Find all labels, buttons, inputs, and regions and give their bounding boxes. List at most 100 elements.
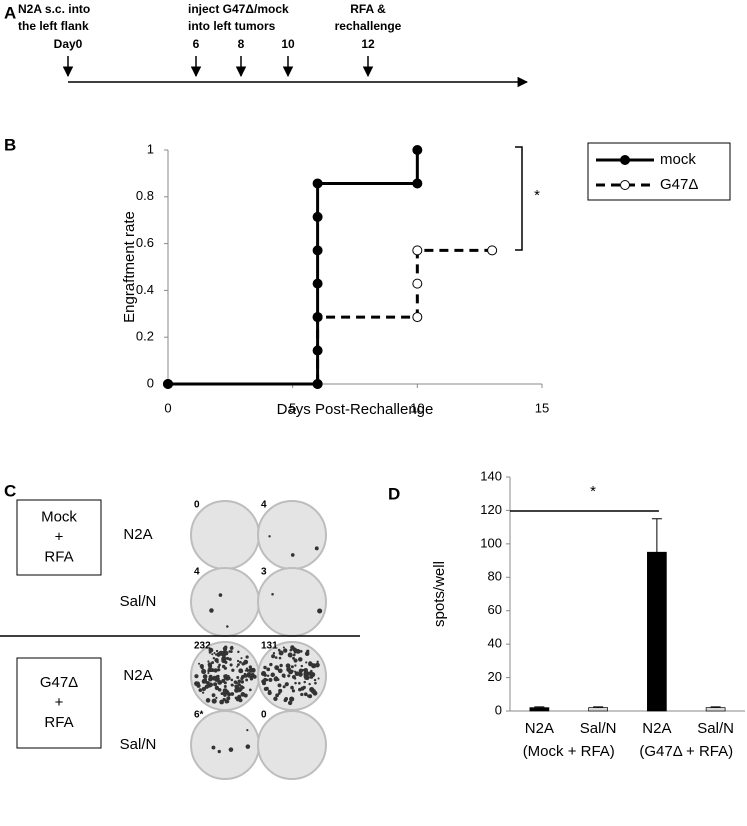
spot [237, 679, 242, 684]
spot [207, 660, 210, 663]
spot [236, 659, 240, 663]
spot [271, 592, 274, 596]
y-tick-label: 60 [488, 602, 502, 617]
spot [245, 744, 251, 749]
panel-letter: A [4, 3, 16, 22]
error-bar [710, 706, 721, 708]
significance-label: * [590, 483, 596, 500]
legend-marker [620, 155, 630, 165]
timeline-day: Day0 [54, 37, 83, 51]
spot-count: 4 [261, 500, 267, 511]
spot [215, 649, 219, 653]
spot [282, 685, 286, 689]
group-label: (G47Δ + RFA) [639, 743, 733, 760]
spot [245, 678, 249, 682]
point [312, 312, 323, 323]
spot [317, 608, 323, 614]
spot [209, 608, 214, 613]
spot [217, 668, 221, 672]
spot [261, 673, 264, 676]
spot [287, 674, 291, 678]
error-bar [651, 518, 662, 553]
spot [274, 656, 278, 659]
spot [218, 593, 223, 597]
spot [245, 655, 249, 659]
spot [290, 685, 294, 690]
bar [647, 551, 667, 712]
spot-count: 131 [261, 641, 278, 652]
spot [211, 661, 215, 665]
point [412, 312, 423, 323]
spot [309, 675, 314, 679]
spot [211, 693, 216, 698]
x-tick-label: 15 [535, 400, 549, 415]
timeline-note: rechallenge [335, 19, 402, 33]
spot [228, 657, 232, 661]
spot [244, 674, 248, 678]
spot [287, 700, 293, 706]
spot [240, 680, 245, 684]
spot [234, 696, 238, 700]
spot [230, 683, 234, 687]
y-tick-label: 0 [495, 702, 502, 717]
spot [276, 667, 279, 671]
spot [230, 678, 234, 682]
row-label: N2A [123, 667, 152, 684]
point [312, 278, 323, 289]
spot [196, 681, 200, 685]
error-bar [593, 706, 604, 708]
spot [288, 669, 293, 675]
legend-label: mock [660, 151, 696, 168]
panel-letter: D [388, 484, 400, 503]
x-tick-label: Sal/N [580, 720, 617, 737]
well [190, 500, 260, 570]
timeline-note: RFA & [350, 2, 386, 16]
timeline-note: the left flank [18, 19, 89, 33]
y-axis-label: spots/well [431, 561, 448, 627]
spot [237, 650, 240, 654]
y-tick-label: 40 [488, 636, 502, 651]
y-tick-label: 100 [480, 535, 502, 550]
spot [227, 674, 230, 678]
spot [290, 665, 294, 669]
well [190, 567, 260, 637]
spot [203, 674, 207, 679]
point [163, 379, 173, 389]
spot [235, 681, 239, 685]
spot [249, 677, 254, 681]
y-tick-label: 20 [488, 669, 502, 684]
spot [211, 698, 217, 704]
spot [292, 653, 296, 657]
spot [207, 667, 213, 673]
significance-bracket [515, 146, 523, 251]
spot [245, 667, 249, 670]
spot [221, 658, 224, 661]
spot [298, 681, 301, 685]
spot [236, 675, 240, 679]
spot-count: 0 [194, 500, 200, 511]
bar [588, 707, 608, 712]
bar [705, 707, 726, 712]
spot [238, 668, 244, 674]
spot [278, 656, 282, 660]
x-tick-label: N2A [525, 720, 554, 737]
timeline-day: 12 [361, 37, 375, 51]
spot [273, 696, 278, 701]
x-tick-label: 0 [164, 400, 171, 415]
spot [300, 692, 304, 697]
spot [205, 698, 211, 703]
spot [236, 665, 239, 668]
panel-letter: B [4, 135, 16, 154]
spot [237, 663, 240, 667]
bar [529, 707, 550, 712]
spot [275, 676, 278, 679]
treatment-label: Mock [41, 508, 77, 525]
spot [303, 692, 308, 697]
treatment-box [16, 657, 102, 749]
spot [304, 675, 310, 681]
spot-count: 4 [194, 567, 200, 578]
spot [213, 682, 218, 687]
x-tick-label: 5 [289, 400, 296, 415]
row-label: N2A [123, 526, 152, 543]
spot [263, 687, 268, 691]
